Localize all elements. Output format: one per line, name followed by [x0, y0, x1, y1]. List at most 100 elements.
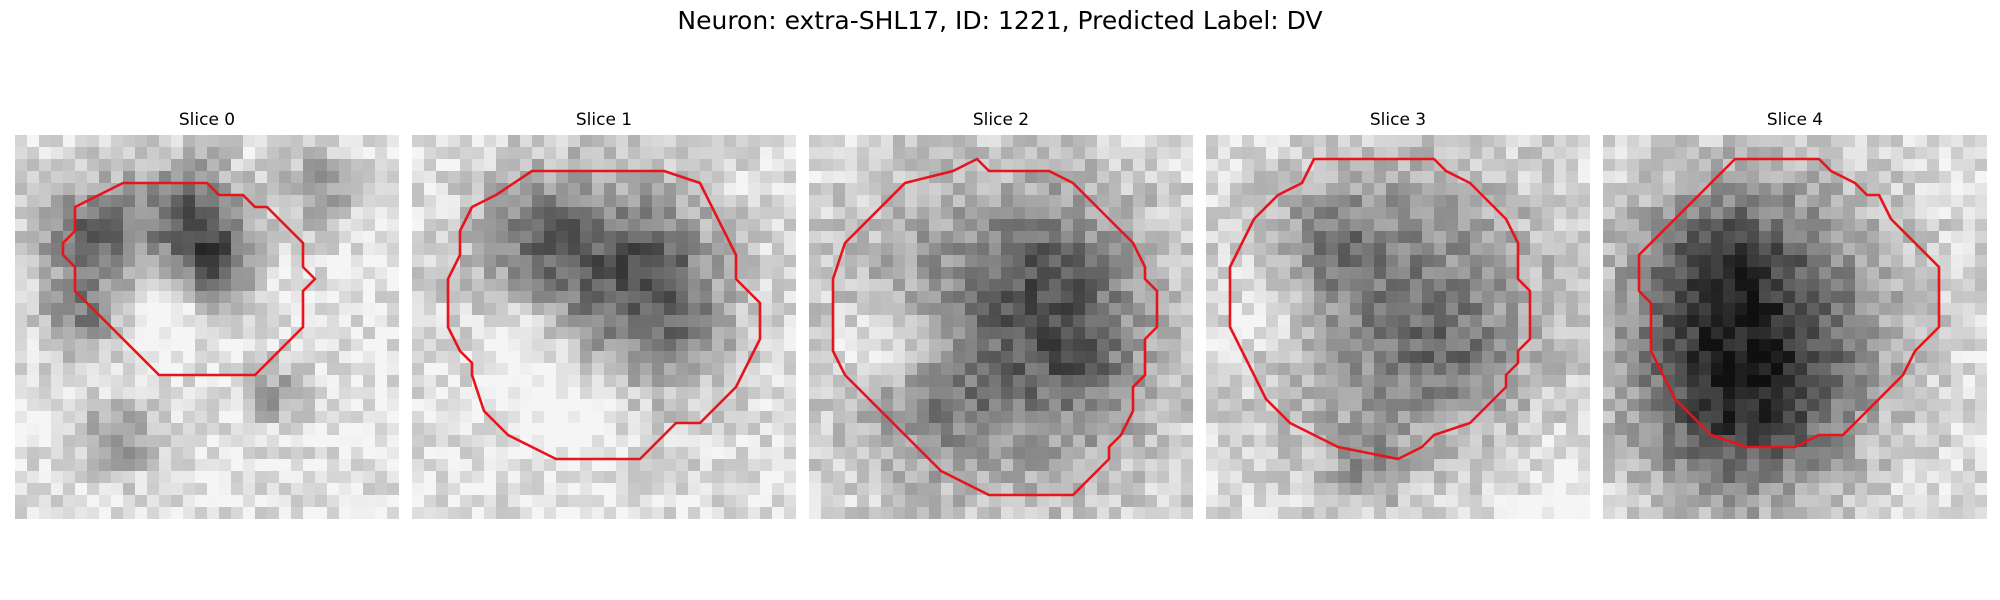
pixel [592, 219, 605, 232]
pixel [520, 327, 533, 340]
pixel [315, 423, 328, 436]
pixel [544, 255, 557, 268]
pixel [989, 399, 1002, 412]
pixel [508, 279, 521, 292]
pixel [1230, 483, 1243, 496]
pixel [1566, 183, 1579, 196]
pixel [1037, 195, 1050, 208]
pixel [556, 303, 569, 316]
pixel [628, 399, 641, 412]
pixel [412, 363, 425, 376]
pixel [279, 159, 292, 172]
pixel [339, 207, 352, 220]
pixel [628, 483, 641, 496]
pixel [1651, 219, 1664, 232]
pixel [412, 387, 425, 400]
pixel [472, 303, 485, 316]
pixel [1145, 447, 1158, 460]
pixel [39, 207, 52, 220]
pixel [676, 207, 689, 220]
pixel [1687, 447, 1700, 460]
pixel [1783, 315, 1796, 328]
pixel [1350, 195, 1363, 208]
pixel [881, 435, 894, 448]
pixel [1398, 147, 1411, 160]
pixel [941, 483, 954, 496]
pixel [1735, 459, 1748, 472]
pixel [1061, 267, 1074, 280]
pixel [1783, 339, 1796, 352]
pixel [1699, 267, 1712, 280]
pixel [736, 423, 749, 436]
pixel [1350, 267, 1363, 280]
pixel [1891, 327, 1904, 340]
pixel [1001, 423, 1014, 436]
pixel [1206, 291, 1219, 304]
pixel [1807, 279, 1820, 292]
pixel [1951, 267, 1964, 280]
pixel [1554, 147, 1567, 160]
pixel [363, 195, 376, 208]
pixel [1458, 219, 1471, 232]
pixel [183, 147, 196, 160]
pixel [1362, 255, 1375, 268]
pixel [1627, 339, 1640, 352]
pixel [556, 387, 569, 400]
pixel [303, 339, 316, 352]
pixel [1278, 507, 1291, 519]
pixel [87, 291, 100, 304]
pixel [1338, 495, 1351, 508]
pixel [1121, 291, 1134, 304]
pixel [809, 195, 822, 208]
pixel [159, 399, 172, 412]
pixel [1218, 411, 1231, 424]
pixel [748, 435, 761, 448]
pixel [1482, 339, 1495, 352]
pixel [869, 435, 882, 448]
pixel [1903, 159, 1916, 172]
pixel [1097, 315, 1110, 328]
pixel [1025, 267, 1038, 280]
pixel [267, 327, 280, 340]
pixel [1326, 303, 1339, 316]
pixel [1302, 339, 1315, 352]
pixel [520, 219, 533, 232]
pixel [676, 243, 689, 256]
pixel [1735, 387, 1748, 400]
pixel [147, 387, 160, 400]
pixel [207, 255, 220, 268]
pixel [147, 195, 160, 208]
pixel [1266, 387, 1279, 400]
pixel [1073, 243, 1086, 256]
pixel [736, 303, 749, 316]
pixel [207, 291, 220, 304]
pixel [905, 483, 918, 496]
pixel [544, 219, 557, 232]
pixel [1711, 423, 1724, 436]
pixel [1326, 183, 1339, 196]
pixel [1013, 291, 1026, 304]
pixel [460, 279, 473, 292]
pixel [135, 135, 148, 148]
pixel [748, 423, 761, 436]
pixel [51, 435, 64, 448]
pixel [111, 243, 124, 256]
pixel [1061, 207, 1074, 220]
pixel [532, 435, 545, 448]
pixel [1711, 135, 1724, 148]
pixel [1615, 387, 1628, 400]
pixel [51, 303, 64, 316]
pixel [171, 243, 184, 256]
pixel [520, 411, 533, 424]
pixel [592, 495, 605, 508]
pixel [1001, 231, 1014, 244]
pixel [556, 207, 569, 220]
pixel [1735, 327, 1748, 340]
pixel [544, 327, 557, 340]
pixel [1458, 495, 1471, 508]
pixel [99, 423, 112, 436]
pixel [1386, 279, 1399, 292]
pixel [1302, 147, 1315, 160]
pixel [1759, 459, 1772, 472]
pixel [1242, 207, 1255, 220]
